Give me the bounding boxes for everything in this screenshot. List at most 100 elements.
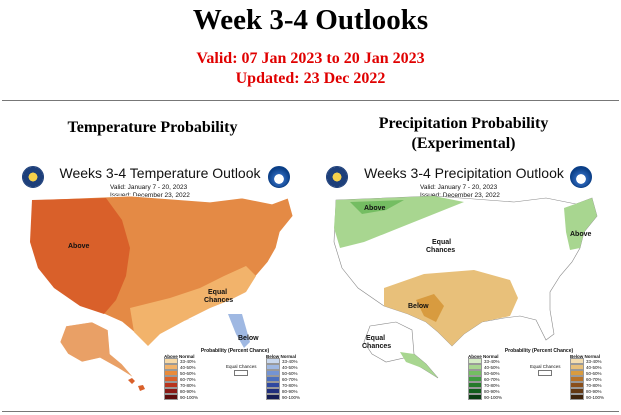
temperature-alaska — [59, 321, 135, 379]
precip-label-below: Below — [408, 303, 429, 310]
legend-label: 70-80% — [180, 382, 196, 388]
doc-seal-icon — [22, 166, 44, 188]
precip-label-equal-2: Chances — [426, 247, 455, 254]
legend-row: 90-100% — [468, 394, 502, 400]
legend-row: 70-80% — [570, 382, 604, 388]
legend-row: 33-40% — [570, 358, 604, 364]
precip-label-equal-1: Equal — [432, 239, 451, 246]
precip-label-alaska-equal-2: Chances — [362, 343, 391, 350]
precip-below-core — [416, 294, 444, 322]
legend-row: 60-70% — [164, 376, 198, 382]
legend-row: 90-100% — [570, 394, 604, 400]
legend-row: 70-80% — [164, 382, 198, 388]
legend-label: 80-90% — [282, 388, 298, 394]
legend-label: 60-70% — [586, 376, 602, 382]
legend-swatch — [266, 388, 280, 394]
temperature-label-below: Below — [238, 335, 259, 342]
legend-row: 60-70% — [468, 376, 502, 382]
precip-below-south — [384, 270, 518, 346]
legend-row: 90-100% — [164, 394, 198, 400]
temperature-map-title: Weeks 3-4 Temperature Outlook — [59, 165, 261, 181]
updated-date: Updated: 23 Dec 2022 — [235, 70, 386, 87]
legend-swatch — [570, 358, 584, 364]
precip-section-title: Precipitation Probability (Experimental) — [306, 114, 621, 154]
temperature-issued-line: Issued: December 23, 2022 — [110, 192, 190, 199]
temperature-map-panel[interactable]: Weeks 3-4 Temperature Outlook Valid: Jan… — [10, 158, 310, 406]
legend-label: 33-40% — [586, 358, 602, 364]
legend-swatch — [164, 394, 178, 400]
legend-swatch — [570, 394, 584, 400]
precip-legend-equal-swatch — [538, 370, 553, 376]
page-title: Week 3-4 Outlooks — [192, 4, 429, 36]
legend-swatch — [468, 388, 482, 394]
legend-label: 50-60% — [180, 370, 196, 376]
precip-legend-equal: Equal Chances — [530, 364, 561, 376]
temperature-legend-equal: Equal Chances — [226, 364, 257, 376]
legend-label: 70-80% — [484, 382, 500, 388]
temperature-legend-below-list: 33-40% 40-50% 50-60% 60-70% 70-80% 80-90% 90-1… — [266, 358, 300, 400]
legend-row: 70-80% — [266, 382, 300, 388]
legend-row: 50-60% — [570, 370, 604, 376]
legend-swatch — [164, 358, 178, 364]
legend-swatch — [266, 364, 280, 370]
legend-swatch — [468, 394, 482, 400]
legend-row: 50-60% — [468, 370, 502, 376]
legend-swatch — [468, 358, 482, 364]
precip-legend-above-header: Above Normal — [468, 354, 499, 359]
temperature-map-svg: Above Equal Chances Below — [29, 195, 294, 391]
legend-row: 33-40% — [468, 358, 502, 364]
legend-swatch — [570, 364, 584, 370]
temperature-above-core — [30, 198, 130, 314]
temperature-legend-below-header: Below Normal — [266, 354, 297, 359]
divider-bottom — [2, 411, 619, 412]
divider-top — [2, 100, 619, 101]
legend-swatch — [164, 382, 178, 388]
legend-label: 33-40% — [282, 358, 298, 364]
legend-label: 60-70% — [484, 376, 500, 382]
legend-label: 90-100% — [180, 394, 199, 400]
legend-label: 70-80% — [282, 382, 298, 388]
temperature-legend-above-header: Above Normal — [164, 354, 195, 359]
legend-label: 60-70% — [180, 376, 196, 382]
temperature-valid-line: Valid: January 7 - 20, 2023 — [110, 184, 188, 191]
valid-dates: Valid: 07 Jan 2023 to 20 Jan 2023 — [196, 50, 425, 67]
legend-swatch — [570, 382, 584, 388]
legend-label: 40-50% — [586, 364, 602, 370]
precip-map-panel[interactable]: Weeks 3-4 Precipitation Outlook Valid: J… — [314, 158, 614, 406]
precip-above-north-core — [350, 200, 404, 214]
legend-swatch — [468, 376, 482, 382]
precip-issued-line: Issued: December 23, 2022 — [420, 192, 500, 199]
legend-swatch — [266, 370, 280, 376]
temperature-legend: Probability (Percent Chance) Above Norma… — [160, 348, 310, 406]
precip-label-above: Above — [364, 205, 386, 212]
legend-swatch — [266, 382, 280, 388]
precip-above-ne — [564, 198, 597, 250]
legend-swatch — [570, 376, 584, 382]
legend-row: 80-90% — [266, 388, 300, 394]
legend-row: 60-70% — [570, 376, 604, 382]
temperature-light-band — [130, 266, 256, 346]
temperature-section-title: Temperature Probability — [67, 119, 238, 136]
legend-swatch — [570, 388, 584, 394]
temperature-label-equal-2: Chances — [204, 297, 233, 304]
legend-swatch — [570, 370, 584, 376]
precip-label-alaska-equal-1: Equal — [366, 335, 385, 342]
temperature-equal-region — [186, 292, 250, 340]
precip-legend-below-header: Below Normal — [570, 354, 601, 359]
precip-label-above-ne: Above — [570, 231, 592, 238]
legend-swatch — [468, 370, 482, 376]
legend-swatch — [468, 364, 482, 370]
doc-seal-icon — [326, 166, 348, 188]
legend-row: 40-50% — [164, 364, 198, 370]
precip-title-line2: (Experimental) — [411, 135, 516, 152]
legend-swatch — [164, 376, 178, 382]
legend-label: 90-100% — [586, 394, 605, 400]
legend-label: 90-100% — [484, 394, 503, 400]
legend-row: 50-60% — [266, 370, 300, 376]
precip-legend-equal-label: Equal Chances — [530, 364, 561, 369]
precip-legend-below-list: 33-40% 40-50% 50-60% 60-70% 70-80% 80-90% 90-1… — [570, 358, 604, 400]
precip-legend: Probability (Percent Chance) Above Norma… — [464, 348, 614, 406]
legend-label: 33-40% — [180, 358, 196, 364]
temperature-below-region — [228, 314, 250, 348]
legend-label: 80-90% — [586, 388, 602, 394]
